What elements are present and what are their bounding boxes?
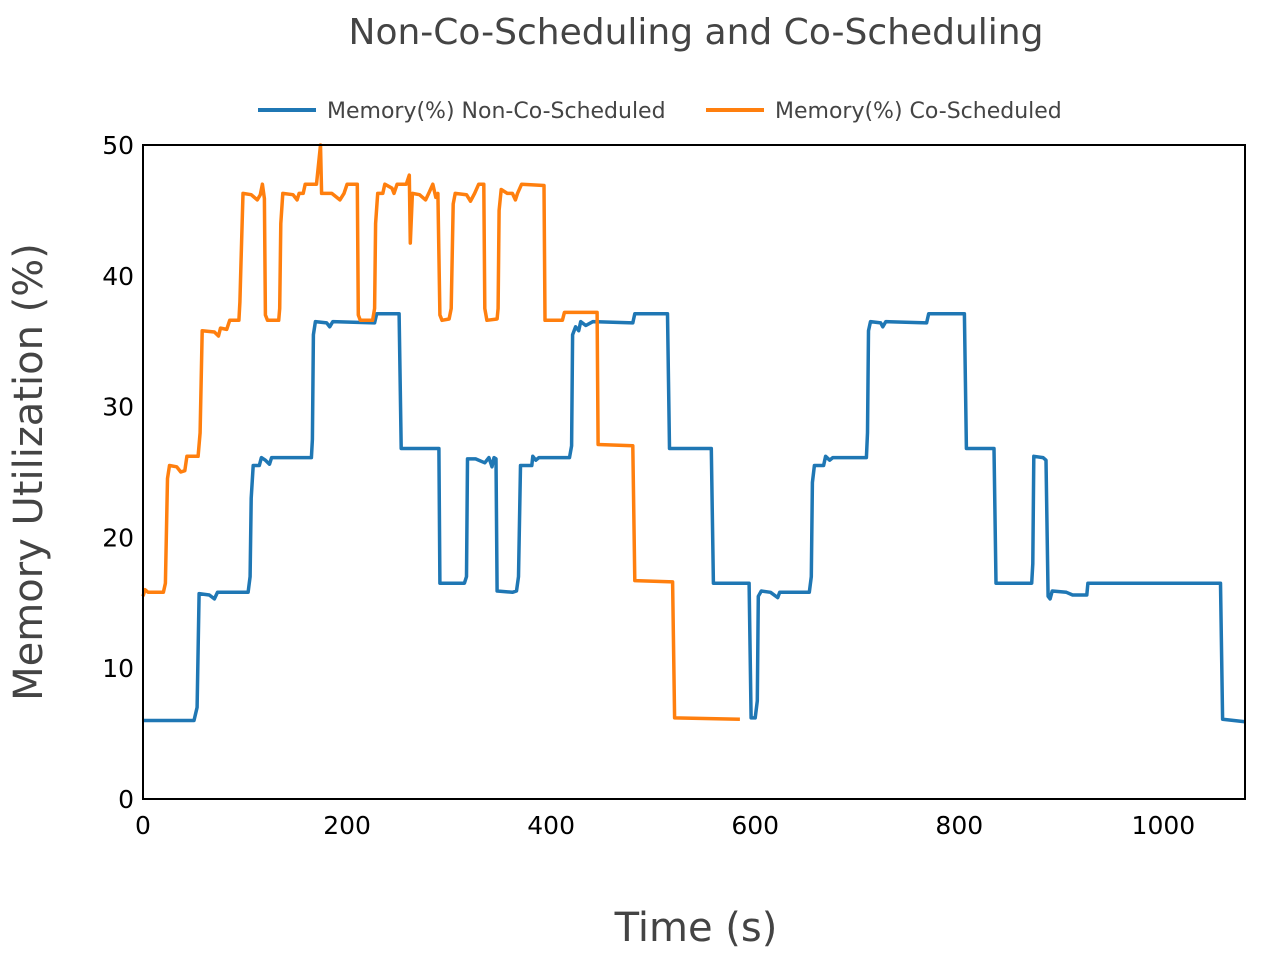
x-axis-label: Time (s) — [614, 905, 778, 951]
y-tick-label: 50 — [102, 131, 134, 160]
x-tick-label: 1000 — [1132, 811, 1196, 840]
legend-label-co-scheduled: Memory(%) Co-Scheduled — [775, 99, 1062, 124]
y-axis-label: Memory Utilization (%) — [6, 243, 52, 701]
x-tick-label: 600 — [731, 811, 779, 840]
x-tick-label: 200 — [323, 811, 371, 840]
tick-layer: 0 200 400 600 800 1000 0 10 20 30 40 50 — [102, 131, 1195, 840]
y-tick-label: 40 — [102, 262, 134, 291]
y-tick-label: 10 — [102, 654, 134, 683]
series-line-non-co-scheduled — [143, 311, 1246, 724]
legend-label-non-co-scheduled: Memory(%) Non-Co-Scheduled — [327, 99, 666, 124]
x-tick-label: 0 — [135, 811, 151, 840]
chart-title: Non-Co-Scheduling and Co-Scheduling — [349, 12, 1044, 53]
x-tick-label: 400 — [527, 811, 575, 840]
y-tick-label: 0 — [118, 785, 134, 814]
series-line-co-scheduled — [141, 143, 740, 721]
y-tick-label: 30 — [102, 393, 134, 422]
legend: Memory(%) Non-Co-Scheduled Memory(%) Co-… — [258, 99, 1062, 124]
plot-frame — [142, 144, 1246, 800]
y-tick-label: 20 — [102, 523, 134, 552]
series-layer — [141, 143, 1246, 724]
x-tick-label: 800 — [935, 811, 983, 840]
